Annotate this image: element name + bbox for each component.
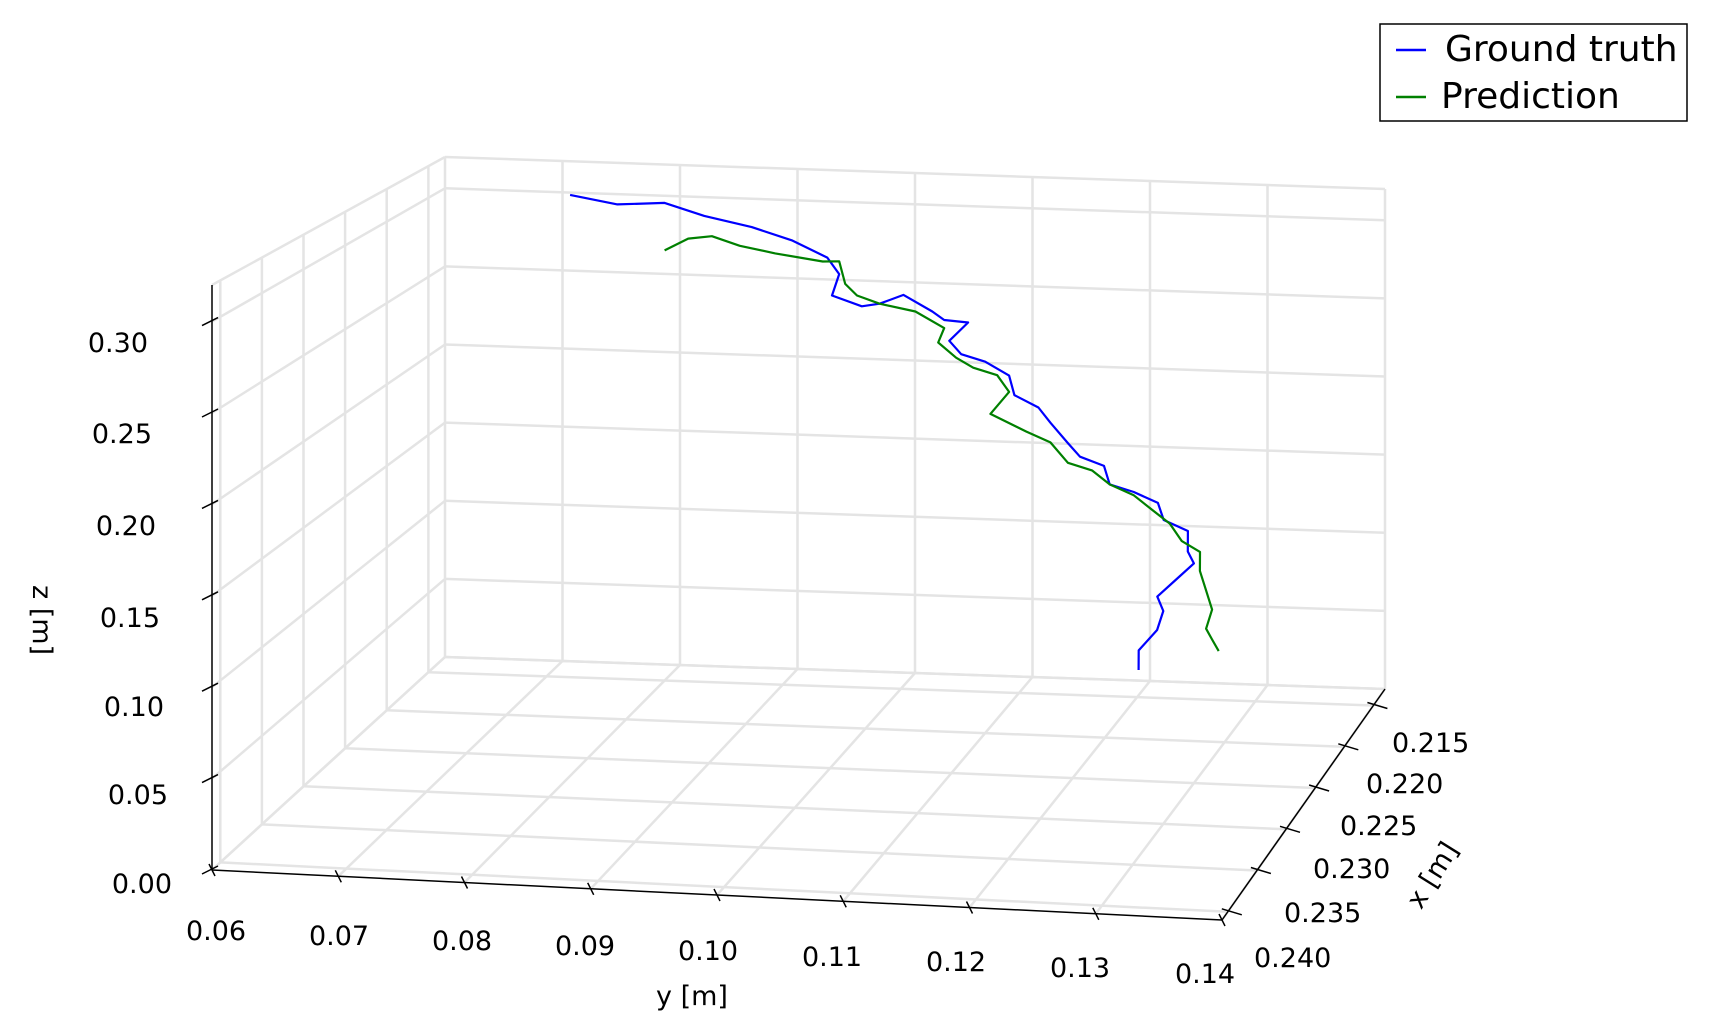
x-tick-mark (1367, 701, 1388, 710)
y-tick-label: 0.10 (678, 936, 738, 967)
floor-grid-line (303, 785, 1287, 831)
series (569, 193, 1220, 671)
z-tick-mark (201, 591, 219, 601)
z-tick-label: 0.25 (92, 419, 152, 450)
floor-grid-line (968, 680, 1151, 909)
left-wall-grid-line (211, 499, 446, 689)
z-tick-labels: 0.00 0.05 0.10 0.15 0.20 0.25 0.30 (88, 328, 172, 900)
back-wall-grid-line (444, 265, 1386, 300)
x-axis-line (1221, 688, 1386, 921)
z-tick-mark (201, 408, 219, 418)
y-tick-mark (1218, 913, 1226, 927)
series-prediction-line (664, 235, 1220, 652)
legend-frame (1379, 23, 1688, 122)
back-wall-grid-line (444, 499, 1386, 535)
x-tick-mark (1279, 825, 1301, 834)
y-tick-mark (1092, 907, 1100, 921)
y-tick-mark (334, 869, 342, 883)
y-tick-label: 0.08 (432, 926, 492, 957)
z-tick-label: 0.30 (88, 328, 148, 359)
back-wall-grid-line (444, 421, 1386, 456)
back-wall-grid-line (444, 187, 1386, 222)
y-tick-label: 0.12 (926, 947, 986, 978)
y-tick-label: 0.13 (1050, 953, 1110, 984)
floor-grid-line (386, 709, 1345, 749)
grid (211, 155, 1387, 921)
x-tick-labels: 0.215 0.220 0.225 0.230 0.235 0.240 (1254, 728, 1469, 974)
legend-label-ground-truth: Ground truth (1445, 29, 1678, 70)
floor-grid-line (345, 747, 1316, 790)
left-wall-grid-line (211, 421, 446, 597)
floor-grid-line (463, 664, 681, 884)
left-wall-grid-line (211, 343, 446, 506)
z-axis-title: z [m] (26, 585, 57, 655)
y-tick-label: 0.07 (309, 921, 369, 952)
floor-grid-line (716, 672, 916, 896)
x-tick-label: 0.235 (1284, 898, 1361, 929)
floor-grid-line (220, 861, 1228, 914)
left-wall-grid-line (211, 155, 446, 287)
z-tick-label: 0.20 (96, 511, 156, 542)
y-tick-label: 0.09 (555, 931, 615, 962)
back-wall-grid-line (444, 577, 1386, 613)
z-tick-mark (201, 316, 219, 327)
floor-grid-line (589, 668, 799, 890)
x-tick-label: 0.225 (1340, 811, 1417, 842)
floor-grid-line (1094, 684, 1269, 915)
left-wall-grid-line (211, 656, 446, 871)
z-tick-mark (201, 865, 219, 875)
z-tick-label: 0.00 (112, 869, 172, 900)
back-wall-grid-line (444, 155, 1386, 191)
x-tick-mark (1308, 784, 1330, 792)
floor-grid-line (337, 660, 564, 878)
legend-label-prediction: Prediction (1441, 76, 1620, 117)
left-wall-grid-line (211, 265, 446, 415)
left-wall-grid-line (211, 577, 446, 780)
x-tick-label: 0.220 (1366, 769, 1443, 800)
y-tick-label: 0.11 (802, 942, 862, 973)
y-tick-labels: 0.06 0.07 0.08 0.09 0.10 0.11 0.12 0.13 … (186, 916, 1235, 990)
y-tick-mark (839, 894, 847, 908)
x-tick-mark (1250, 866, 1272, 875)
y-axis-title: y [m] (656, 981, 728, 1012)
left-wall-grid-line (211, 187, 446, 323)
x-tick-label: 0.230 (1313, 854, 1390, 885)
axes (201, 285, 1388, 927)
x-tick-label: 0.240 (1254, 943, 1331, 974)
x-axis-title: x [m] (1401, 837, 1465, 914)
floor-grid-line (261, 823, 1257, 872)
z-tick-mark (201, 682, 219, 692)
y-tick-mark (965, 901, 974, 914)
z-tick-label: 0.15 (100, 603, 160, 634)
floor-grid-line (428, 670, 1374, 707)
y-tick-label: 0.14 (1175, 959, 1235, 990)
y-tick-label: 0.06 (186, 916, 246, 947)
y-tick-mark (713, 888, 721, 902)
z-tick-mark (201, 773, 219, 784)
z-tick-label: 0.10 (104, 692, 164, 723)
legend: Ground truth Prediction (1379, 23, 1688, 122)
y-tick-mark (587, 882, 595, 896)
back-wall-grid-line (444, 343, 1386, 378)
y-tick-mark (460, 876, 469, 889)
x-tick-label: 0.215 (1392, 728, 1469, 759)
floor-grid-line (842, 676, 1034, 903)
series-ground-truth-line (569, 193, 1196, 671)
x-tick-mark (1221, 908, 1243, 916)
y-tick-mark (208, 863, 216, 877)
x-tick-mark (1338, 743, 1359, 751)
z-tick-label: 0.05 (108, 780, 168, 811)
back-wall-grid-line (444, 655, 1386, 691)
z-tick-mark (201, 499, 219, 510)
